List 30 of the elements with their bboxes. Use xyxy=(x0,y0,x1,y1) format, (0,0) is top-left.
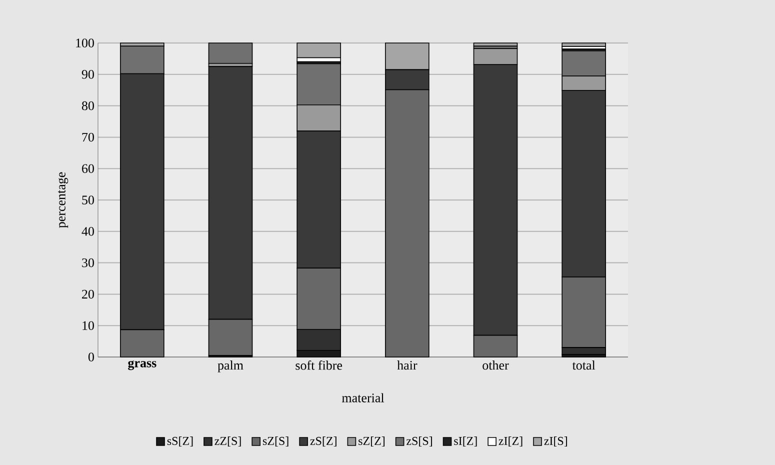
legend-label: zS[Z] xyxy=(310,436,336,446)
legend-label: zZ[S] xyxy=(214,436,241,446)
y-tick-label: 80 xyxy=(82,101,94,110)
x-tick-label: soft fibre xyxy=(296,360,342,370)
y-tick-label: 0 xyxy=(88,352,94,362)
legend-label: sI[Z] xyxy=(454,436,477,446)
y-tick-label: 20 xyxy=(82,290,94,299)
legend-label: zI[Z] xyxy=(498,436,522,446)
x-tick-label: total xyxy=(572,360,596,370)
legend-label: zI[S] xyxy=(544,436,568,446)
x-tick-label: other xyxy=(482,360,509,370)
y-tick-label: 30 xyxy=(82,258,94,268)
y-axis-title: percentage xyxy=(58,172,68,228)
y-tick-label: 100 xyxy=(76,38,94,48)
bar xyxy=(296,42,341,58)
legend-label: sZ[S] xyxy=(262,436,288,446)
y-tick-label: 60 xyxy=(82,164,94,173)
x-tick-label: grass xyxy=(128,360,156,370)
y-tick-label: 40 xyxy=(82,227,94,236)
x-tick-label: palm xyxy=(218,360,244,372)
y-tick-label: 90 xyxy=(82,70,94,79)
bar xyxy=(208,42,253,64)
y-tick-label: 70 xyxy=(82,132,94,142)
legend-label: zS[S] xyxy=(406,436,432,446)
x-tick-label: hair xyxy=(397,360,418,370)
y-tick-label: 10 xyxy=(82,321,94,330)
x-axis-title: material xyxy=(342,393,384,402)
y-tick-label: 50 xyxy=(82,196,94,204)
legend-label: sS[Z] xyxy=(167,436,193,446)
legend-label: sZ[Z] xyxy=(358,436,385,446)
